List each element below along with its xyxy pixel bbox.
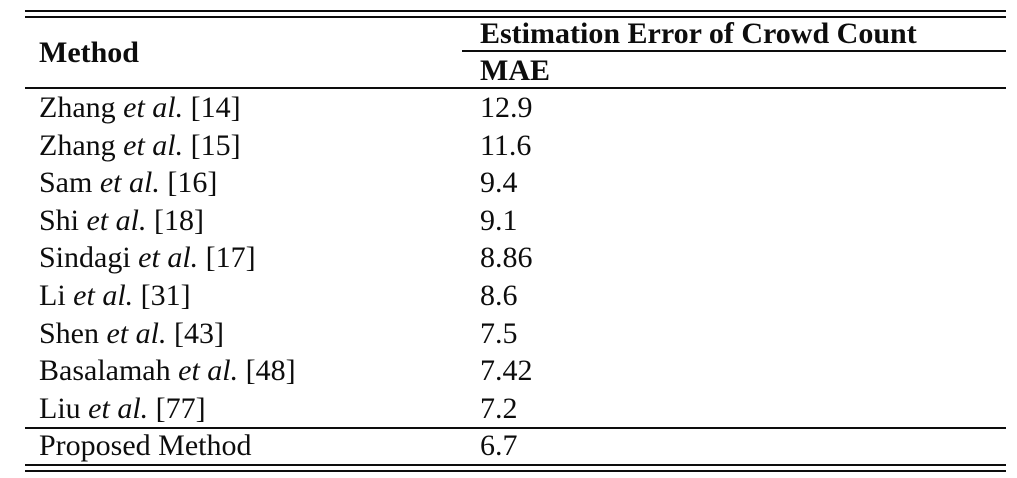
citation-ref: [48] xyxy=(245,354,296,388)
citation-ref: [15] xyxy=(190,128,241,162)
method-name: Basalamah xyxy=(39,354,171,388)
etal-text: et al. xyxy=(88,391,149,425)
citation-ref: [17] xyxy=(205,241,256,275)
method-name: Proposed Method xyxy=(39,429,252,463)
etal-text: et al. xyxy=(138,241,199,275)
method-column-header: Method xyxy=(25,18,462,87)
table-row: Zhang et al. [14] 12.9 xyxy=(25,89,1006,127)
top-double-rule xyxy=(25,10,1006,18)
value-column-header: Estimation Error of Crowd Count MAE xyxy=(462,18,1006,87)
table-header-row: Method Estimation Error of Crowd Count M… xyxy=(25,18,1006,87)
table-row: Zhang et al. [15] 11.6 xyxy=(25,127,1006,165)
mae-column-header: MAE xyxy=(480,54,550,87)
citation-ref: [43] xyxy=(174,316,224,350)
mae-cell: 9.1 xyxy=(480,203,518,237)
method-cell: Sindagi et al. [17] xyxy=(25,239,462,277)
method-cell: Zhang et al. [15] xyxy=(25,127,462,165)
etal-text: et al. xyxy=(178,354,239,388)
citation-ref: [31] xyxy=(140,278,191,312)
table-row: Sindagi et al. [17] 8.86 xyxy=(25,239,1006,277)
method-name: Shen xyxy=(39,316,99,350)
group-column-header: Estimation Error of Crowd Count xyxy=(462,18,1006,52)
method-cell: Shen et al. [43] xyxy=(25,315,462,353)
method-name: Liu xyxy=(39,391,81,425)
table-row: Li et al. [31] 8.6 xyxy=(25,277,1006,315)
table-row: Shi et al. [18] 9.1 xyxy=(25,202,1006,240)
method-name: Sindagi xyxy=(39,241,131,275)
method-name: Zhang xyxy=(39,128,116,162)
method-name: Zhang xyxy=(39,91,116,124)
table-body: Zhang et al. [14] 12.9 Zhang et al. [15]… xyxy=(25,89,1006,427)
method-cell: Proposed Method xyxy=(25,429,462,464)
method-cell: Basalamah et al. [48] xyxy=(25,352,462,390)
etal-text: et al. xyxy=(86,203,147,237)
mae-cell: 7.42 xyxy=(480,354,533,388)
mae-cell: 6.7 xyxy=(480,429,518,463)
method-header-label: Method xyxy=(39,35,139,69)
method-cell: Li et al. [31] xyxy=(25,277,462,315)
mae-cell: 7.2 xyxy=(480,391,518,425)
citation-ref: [16] xyxy=(167,166,218,200)
mae-cell: 12.9 xyxy=(480,91,533,124)
method-cell: Zhang et al. [14] xyxy=(25,89,462,127)
table-row: Liu et al. [77] 7.2 xyxy=(25,390,1006,428)
table-row: Shen et al. [43] 7.5 xyxy=(25,315,1006,353)
mae-cell: 8.6 xyxy=(480,278,518,312)
etal-text: et al. xyxy=(106,316,167,350)
mae-cell: 7.5 xyxy=(480,316,518,350)
mae-cell: 11.6 xyxy=(480,128,532,162)
etal-text: et al. xyxy=(123,128,184,162)
method-name: Sam xyxy=(39,166,93,200)
citation-ref: [14] xyxy=(190,91,241,124)
method-cell: Liu et al. [77] xyxy=(25,390,462,428)
method-cell: Sam et al. [16] xyxy=(25,164,462,202)
citation-ref: [77] xyxy=(155,391,206,425)
mae-cell: 9.4 xyxy=(480,166,518,200)
table-row: Sam et al. [16] 9.4 xyxy=(25,164,1006,202)
method-name: Shi xyxy=(39,203,80,237)
header-rule xyxy=(25,87,1006,89)
method-cell: Shi et al. [18] xyxy=(25,202,462,240)
table-row: Basalamah et al. [48] 7.42 xyxy=(25,352,1006,390)
etal-text: et al. xyxy=(99,166,160,200)
proposed-method-row: Proposed Method 6.7 xyxy=(25,429,1006,464)
bottom-double-rule xyxy=(25,464,1006,473)
mae-cell: 8.86 xyxy=(480,241,533,275)
results-table: Method Estimation Error of Crowd Count M… xyxy=(25,10,1006,473)
method-name: Li xyxy=(39,278,66,312)
etal-text: et al. xyxy=(123,91,184,124)
footer-rule xyxy=(25,427,1006,430)
citation-ref: [18] xyxy=(154,203,205,237)
etal-text: et al. xyxy=(73,278,134,312)
